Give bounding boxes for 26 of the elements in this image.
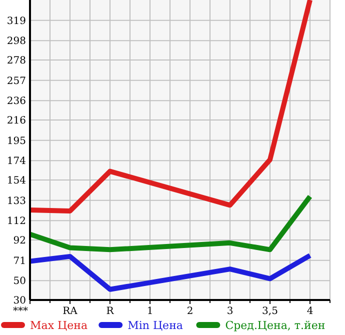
y-tick-label: 112 [6,216,26,228]
y-tick-label: 30 [13,296,26,306]
x-tick-label: 4 [306,306,314,317]
x-tick-label: *** [13,306,28,317]
y-tick-label: 174 [6,156,26,168]
legend-label: Min Цена [128,318,184,332]
y-tick-label: 195 [6,136,26,147]
x-tick-label: 1 [146,306,154,317]
x-tick-label: 3 [226,306,234,317]
y-tick-label: 154 [6,176,26,186]
y-tick-label: 298 [6,36,26,48]
y-tick-label: 236 [6,96,26,108]
y-tick-label: 216 [6,116,26,126]
legend-label: Сред.Цена, т.йен [225,318,326,332]
y-tick-label: 71 [13,256,26,267]
x-tick-label: RA [62,306,78,317]
x-tick-label: 2 [186,306,194,317]
x-tick-label: 3,5 [262,306,278,317]
y-tick-label: 278 [6,56,26,66]
y-tick-label: 257 [6,76,26,87]
y-tick-label: 50 [13,276,26,288]
x-tick-label: R [106,306,114,317]
y-tick-label: 319 [6,16,26,27]
y-tick-label: 92 [13,236,26,246]
legend-label: Max Цена [30,318,88,332]
y-tick-label: 133 [6,196,26,207]
